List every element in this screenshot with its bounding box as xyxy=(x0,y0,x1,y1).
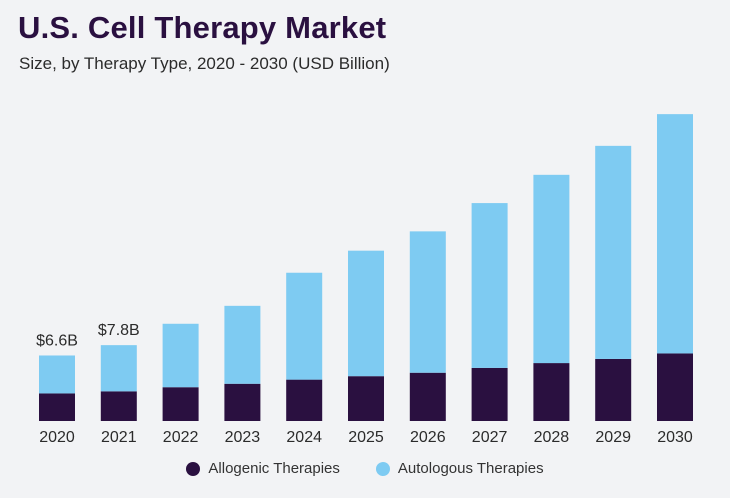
bar-autologous-2021 xyxy=(100,345,137,392)
legend-swatch-autologous xyxy=(375,461,390,476)
x-tick-2021: 2021 xyxy=(101,429,137,446)
legend-item-allogenic: Allogenic Therapies xyxy=(186,460,340,477)
bar-autologous-2030 xyxy=(657,114,693,354)
bar-allogenic-2021 xyxy=(100,391,137,421)
bar-allogenic-2023 xyxy=(224,383,261,421)
bar-autologous-2024 xyxy=(286,272,323,380)
x-tick-2022: 2022 xyxy=(163,429,199,446)
bar-allogenic-2025 xyxy=(348,376,384,421)
bar-autologous-2022 xyxy=(162,323,199,388)
bar-allogenic-2022 xyxy=(162,387,199,421)
x-tick-2030: 2030 xyxy=(657,429,693,446)
x-tick-2020: 2020 xyxy=(39,429,75,446)
chart-title: U.S. Cell Therapy Market xyxy=(18,10,387,45)
bar-allogenic-2030 xyxy=(657,353,693,421)
bar-autologous-2029 xyxy=(595,145,632,359)
bar-chart: $6.6B $7.8B 2020 2021 2022 2023 2024 2025 2026 2… xyxy=(36,114,693,446)
x-tick-2024: 2024 xyxy=(286,429,322,446)
bar-allogenic-2026 xyxy=(409,372,446,421)
legend-label-autologous: Autologous Therapies xyxy=(397,460,544,477)
x-tick-2028: 2028 xyxy=(534,429,570,446)
bar-allogenic-2027 xyxy=(471,367,508,421)
bar-allogenic-2028 xyxy=(533,363,570,421)
bar-autologous-2028 xyxy=(533,174,570,364)
x-tick-2025: 2025 xyxy=(348,429,384,446)
bar-autologous-2027 xyxy=(471,203,508,368)
x-tick-2026: 2026 xyxy=(410,429,446,446)
x-tick-2023: 2023 xyxy=(225,429,261,446)
bar-autologous-2025 xyxy=(348,250,384,377)
legend-item-autologous: Autologous Therapies xyxy=(375,460,544,477)
bar-allogenic-2020 xyxy=(39,393,75,421)
data-label-2021: $7.8B xyxy=(98,322,140,339)
legend-swatch-allogenic xyxy=(186,461,201,476)
bar-allogenic-2024 xyxy=(286,379,323,421)
legend-label-allogenic: Allogenic Therapies xyxy=(208,460,340,477)
legend: Allogenic Therapies Autologous Therapies xyxy=(0,460,730,477)
bar-autologous-2026 xyxy=(409,231,446,373)
x-tick-2029: 2029 xyxy=(595,429,631,446)
chart-subtitle: Size, by Therapy Type, 2020 - 2030 (USD … xyxy=(19,54,390,73)
bar-autologous-2020 xyxy=(39,355,75,394)
x-tick-2027: 2027 xyxy=(472,429,508,446)
data-label-2020: $6.6B xyxy=(36,332,78,349)
bar-autologous-2023 xyxy=(224,305,261,384)
bar-allogenic-2029 xyxy=(595,358,632,421)
